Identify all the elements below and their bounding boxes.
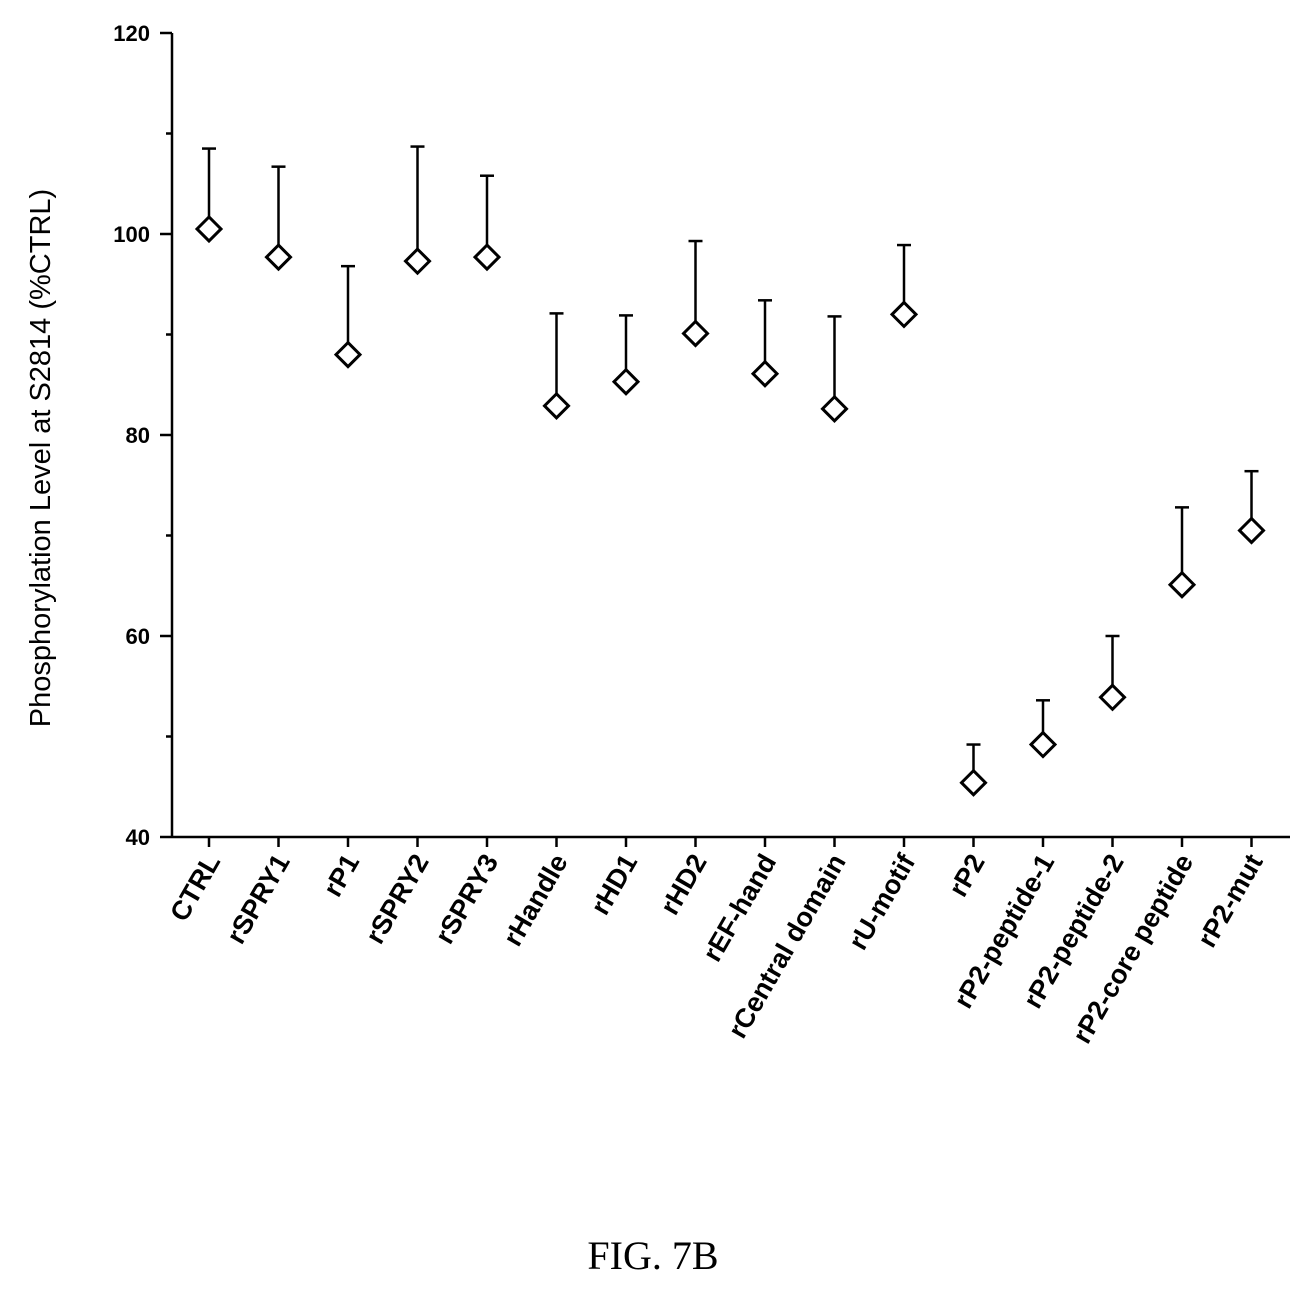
data-point <box>542 391 571 420</box>
x-category-label: rP2-mut <box>1192 849 1269 952</box>
x-category-label: CTRL <box>164 849 226 926</box>
y-tick-label: 100 <box>113 222 150 247</box>
x-category-label: rU-motif <box>843 848 922 955</box>
data-point <box>611 367 641 396</box>
data-point <box>194 214 224 244</box>
data-point <box>333 340 363 369</box>
data-point <box>1028 730 1058 759</box>
data-point <box>750 359 780 388</box>
x-category-label: rSPRY1 <box>221 849 296 949</box>
y-axis-label: Phosphorylation Level at S2814 (%CTRL) <box>25 189 57 727</box>
data-point <box>1167 570 1197 599</box>
error-bars <box>202 145 1259 773</box>
data-point <box>959 768 988 797</box>
figure-caption: FIG. 7B <box>587 1233 719 1278</box>
data-point <box>681 319 710 348</box>
x-category-label: rHD1 <box>585 849 643 920</box>
x-category-label: rSPRY2 <box>360 849 435 949</box>
y-tick-label: 40 <box>126 825 150 850</box>
data-point <box>889 300 919 329</box>
x-category-label: rSPRY3 <box>429 849 504 949</box>
data-point <box>264 242 293 272</box>
y-tick-label: 80 <box>126 423 150 448</box>
y-tick-label: 120 <box>113 21 150 46</box>
x-category-label: rHD2 <box>654 849 712 920</box>
x-category-label: rP2 <box>943 849 991 902</box>
data-point <box>1237 516 1266 545</box>
data-point <box>820 394 849 423</box>
data-points <box>194 214 1266 797</box>
x-category-label: rP1 <box>317 849 365 902</box>
y-tick-label: 60 <box>126 624 150 649</box>
data-point <box>403 247 432 276</box>
data-point <box>1098 683 1127 712</box>
data-point <box>472 242 502 272</box>
x-category-label: rHandle <box>497 849 573 951</box>
